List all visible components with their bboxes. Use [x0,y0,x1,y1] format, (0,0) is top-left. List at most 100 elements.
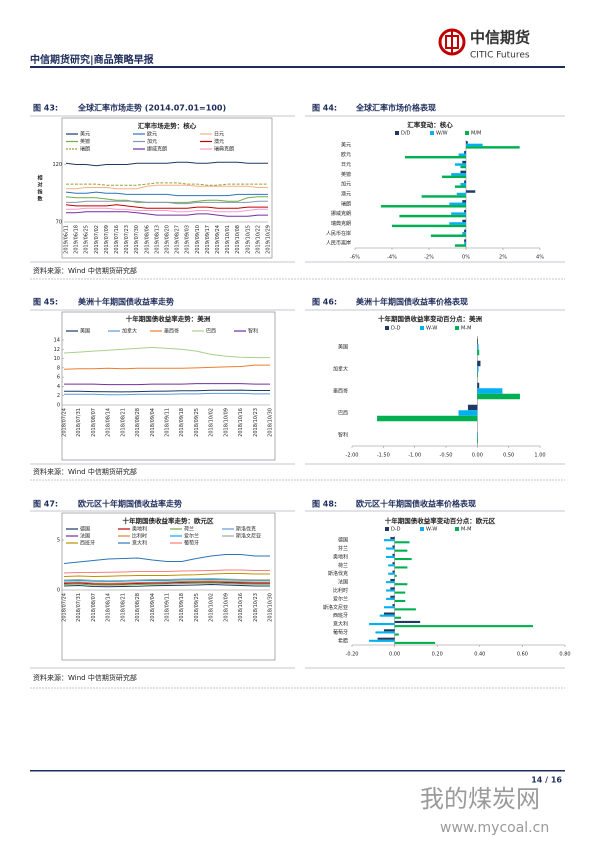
series-line [63,580,270,584]
x-tick-label: 2018/10/16 [238,593,244,622]
footer-rule [30,770,565,772]
bar [460,165,466,169]
legend-label: 德国 [80,526,90,533]
separators [30,115,565,689]
category-label: 法国 [338,579,348,586]
series-line [66,184,268,190]
x-tick-label: -1.00 [408,453,421,459]
bar [462,160,466,164]
legend-label: 挪威克朗 [147,146,167,153]
x-tick-label: 0.40 [474,652,485,658]
legend-label: 欧元 [147,131,157,138]
category-label: 爱尔兰 [333,595,348,602]
series-line [63,582,270,586]
x-tick-label: 2019/07/23 [124,225,130,254]
legend-label: D/D [401,131,411,137]
x-tick-label: 2019/09/17 [205,225,211,254]
y-tick-label: 5 [57,538,60,544]
y-tick-label: 10 [54,356,60,362]
category-label: 英镑 [341,171,351,178]
series-line [66,207,268,213]
y-tick-label: 70 [56,220,62,226]
figure-caption: 美洲十年期国债收益率走势 [78,297,174,307]
y-tick-label: 120 [52,162,62,168]
series-line [66,211,268,217]
legend-swatch [395,131,399,135]
bar [462,232,466,235]
category-label: 欧元 [341,151,351,158]
chart-title: 汇率市场走势：核心 [138,121,197,130]
legend-label: D-D [391,326,401,332]
x-tick-label: 2019/09/10 [195,225,201,254]
bar [388,572,395,575]
bar [383,629,395,632]
legend-swatch [385,326,389,330]
header-title: 中信期货研究|商品策略早报 [30,53,154,66]
category-label: 葡萄牙 [333,629,348,636]
bar [430,234,466,237]
bar [392,562,395,565]
x-tick-label: -0.50 [440,453,453,459]
figure-label: 图 43: [33,104,58,113]
chart-title: 十年期国债收益率走势：欧元区 [123,516,215,525]
x-tick-label: 2019/08/27 [175,225,181,254]
x-tick-label: 2018/09/11 [165,408,171,437]
figure-label: 图 47: [33,500,58,509]
figure-label: 图 48: [312,500,337,509]
x-tick-label: 2018/10/09 [223,593,229,622]
series-line [63,346,270,359]
watermark-url: www.mycoal.cn [440,820,549,836]
bar [464,151,466,154]
bar [394,599,406,603]
category-label: 智利 [338,432,348,439]
bar [477,338,478,345]
bar [460,170,466,174]
bar [451,212,466,215]
category-label: 日元 [341,162,351,168]
y-tick-label: 2 [57,393,60,399]
bar [377,637,395,640]
bar [394,541,410,544]
legend-label: 墨西哥 [164,329,179,335]
x-tick-label: 2019/09/03 [185,225,191,254]
bar [451,173,466,176]
x-tick-label: 2019/10/08 [235,225,241,254]
bar [394,625,534,628]
bar [477,382,480,389]
legend-label: D-D [391,527,401,533]
x-tick-label: 2018/07/31 [76,593,82,622]
legend-label: 智利 [248,328,258,335]
y-tick-label: 0 [57,588,60,594]
bar [441,175,466,179]
category-label: 瑞朗 [341,200,351,207]
series-line [63,554,270,564]
bar [466,190,476,193]
legend-label: 瑞朗 [80,146,90,153]
logo [438,28,466,56]
series-line [66,182,268,186]
bar [369,639,395,642]
series-line [65,204,268,209]
series-line [63,364,270,370]
logo-cn: 中信期货 [470,29,530,47]
chart-title: 汇率变动：核心 [407,120,453,129]
category-label: 斯洛伐克 [328,570,348,577]
legend-label: 法国 [80,533,90,540]
page-number: 14 / 16 [531,776,562,785]
category-label: 意大利 [333,621,348,628]
bar [462,200,466,203]
bar [394,574,397,577]
figure-caption: 美洲十年期国债收益率价格表现 [356,297,468,307]
y-tick-label: 12 [54,347,60,353]
watermark-name: 我的煤炭网 [420,785,540,813]
bar [460,182,466,186]
x-tick-label: 2018/07/31 [76,408,82,437]
category-label: 美元 [341,141,351,148]
category-label: 挪威克朗 [331,210,351,217]
bar [464,209,466,213]
bar [392,570,395,573]
x-tick-label: 0% [462,255,470,261]
series-line [63,569,270,574]
source: 资料来源：Wind 中信期货研究部 [33,467,137,476]
